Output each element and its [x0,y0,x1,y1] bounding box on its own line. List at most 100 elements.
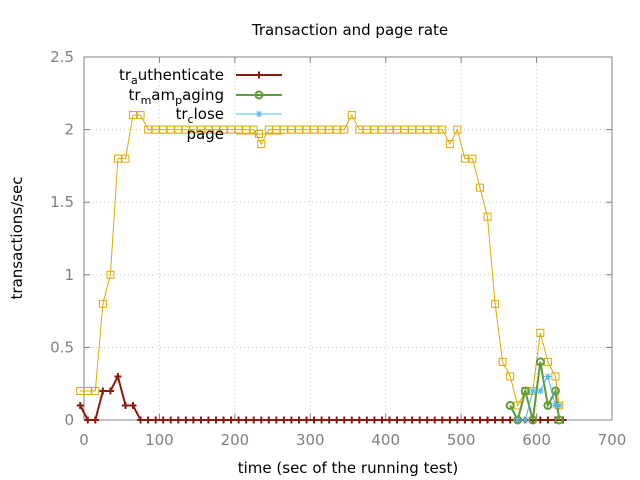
y-tick-label-5: 2.5 [50,48,74,66]
series-3-point-51 [460,154,469,163]
series-3-point-0 [76,386,85,395]
series-0-point-20 [227,416,235,424]
series-3-point-55 [491,299,500,308]
y-tick-label-1: 0.5 [50,338,74,356]
series-1-point-2 [520,386,530,396]
series-3-point-2 [91,386,100,395]
series-0-point-45 [416,416,424,424]
legend-label-0: trauthenticate [119,66,224,87]
series-2-point-3 [536,387,544,395]
series-0-point-28 [287,416,295,424]
series-3-point-8 [136,111,145,120]
series-3-point-10 [151,125,160,134]
series-0-point-50 [453,416,461,424]
series-3-point-20 [227,125,236,134]
series-2-point-4 [544,372,552,380]
series-0-point-25 [265,416,273,424]
series-0-point-12 [167,416,175,424]
series-3-point-52 [468,154,477,163]
series-3-point-13 [174,125,183,134]
series-0-point-18 [212,416,220,424]
series-3-point-6 [121,154,130,163]
series-2-point-5 [551,401,559,409]
series-3-point-40 [377,125,386,134]
series-1-point-0 [505,400,515,410]
series-3-point-48 [438,125,447,134]
series-0-point-32 [318,416,326,424]
series-3-point-41 [385,125,394,134]
series-3-point-18 [212,125,220,134]
series-3-point-50 [453,125,462,134]
series-3-point-1 [83,386,92,395]
legend-label-1: trmampaging [129,86,225,107]
series-3-point-39 [370,125,379,134]
series-3-point-24 [257,140,266,149]
series-layer [76,111,567,425]
series-3-point-31 [310,125,319,134]
legend-label-3: page [187,125,224,143]
series-3-point-15 [189,125,198,134]
series-0-point-24 [257,416,265,424]
x-tick-label-1: 100 [145,431,174,449]
series-0-point-37 [355,416,363,424]
y-tick-label-4: 2 [64,121,74,139]
series-0-point-0 [76,401,84,409]
series-0-point-52 [468,416,476,424]
series-3-point-26 [272,125,281,134]
series-0-point-40 [378,416,386,424]
series-0-point-7 [129,401,137,409]
series-0-point-26 [272,416,280,424]
series-0-point-33 [325,416,333,424]
x-axis-label: time (sec of the running test) [238,459,459,477]
series-3-point-7 [129,111,138,120]
series-3-point-35 [340,125,349,134]
series-3-point-12 [166,125,175,134]
series-0-point-34 [333,416,341,424]
x-tick-label-2: 200 [221,431,250,449]
series-3-point-38 [362,125,371,134]
series-0-point-57 [506,416,514,424]
series-3-point-45 [415,125,424,134]
series-3-point-33 [325,125,334,134]
y-axis-label: transactions/sec [8,177,26,300]
series-0-point-38 [363,416,371,424]
series-0-point-6 [121,401,129,409]
series-0-point-53 [476,416,484,424]
series-2-point-1 [521,416,529,424]
series-3-point-44 [408,125,417,134]
series-0-point-13 [174,416,182,424]
series-0 [76,372,567,424]
series-3-point-54 [483,212,492,221]
series-3-point-14 [181,125,190,134]
series-3-point-22 [242,125,251,134]
series-0-point-19 [220,416,228,424]
series-3-point-25 [264,125,273,134]
series-3-point-16 [196,125,205,134]
series-0-point-61 [536,416,544,424]
series-0-point-56 [499,416,507,424]
series-0-point-31 [310,416,318,424]
series-0-point-44 [408,416,416,424]
series-line-3 [80,114,560,407]
legend-marker-1 [254,90,264,100]
series-3-point-49 [445,140,454,149]
series-0-point-2 [91,416,99,424]
series-3-point-3 [98,299,107,308]
series-0-point-1 [84,416,92,424]
series-3-point-42 [393,125,402,134]
series-0-point-9 [144,416,152,424]
series-0-point-30 [303,416,311,424]
series-0-point-36 [348,416,356,424]
series-3-point-27 [279,125,288,134]
x-tick-label-4: 400 [371,431,400,449]
chart-title: Transaction and page rate [251,21,448,39]
series-3-point-36 [347,111,356,120]
legend-marker-0 [255,71,263,79]
series-2 [514,372,563,424]
x-tick-label-7: 700 [598,431,627,449]
series-3-point-4 [106,270,115,279]
series-0-point-41 [385,416,393,424]
series-0-point-42 [393,416,401,424]
